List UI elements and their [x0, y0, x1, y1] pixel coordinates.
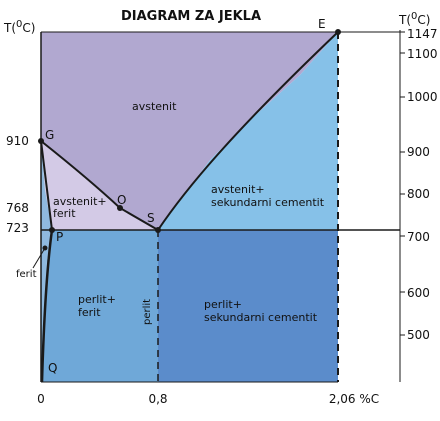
right-axis-label: T(0C): [398, 11, 430, 27]
label-Q: Q: [48, 361, 57, 375]
point-P-marker: [49, 227, 55, 233]
point-S-marker: [155, 227, 161, 233]
bottom-tick-0: 0: [37, 392, 45, 406]
region-austenite: [41, 32, 338, 230]
region-label-austenite-cementite-2: sekundarni cementit: [211, 196, 325, 209]
region-austenite-cementite: [158, 32, 338, 230]
left-tick-910: 910: [6, 134, 29, 148]
region-pearlite-cementite: [158, 230, 338, 382]
right-tick-1100: 1100: [407, 47, 438, 61]
region-label-pearlite-cementite-1: perlit+: [204, 298, 242, 311]
point-E-marker: [335, 29, 341, 35]
region-label-pearlite-cementite-2: sekundarni cementit: [204, 311, 318, 324]
ferrite-pointer: [32, 247, 46, 269]
left-tick-768: 768: [6, 201, 29, 215]
left-axis-label: T(0C): [3, 19, 35, 35]
right-tick-800: 800: [407, 187, 430, 201]
bottom-tick-0-8: 0,8: [148, 392, 167, 406]
right-tick-700: 700: [407, 230, 430, 244]
region-label-pearlite-ferrite-1: perlit+: [78, 293, 116, 306]
line-SE: [157, 31, 339, 231]
right-tick-900: 900: [407, 145, 430, 159]
region-austenite-ferrite: [41, 141, 158, 230]
right-tick-1147: 1147: [407, 27, 438, 41]
label-E: E: [318, 17, 326, 31]
region-label-austenite-cementite-1: avstenit+: [211, 183, 265, 196]
region-label-austenite: avstenit: [132, 100, 177, 113]
line-PQ: [40, 229, 54, 383]
line-GP: [40, 140, 53, 231]
label-O: O: [117, 193, 126, 207]
label-S: S: [147, 211, 155, 225]
right-tick-600: 600: [407, 286, 430, 300]
region-label-austenite-ferrite-2: ferit: [53, 207, 76, 220]
region-label-ferrite: ferit: [16, 269, 37, 280]
region-label-pearlite: perlit: [142, 299, 153, 325]
region-pearlite-ferrite: [42, 230, 158, 382]
label-G: G: [45, 128, 54, 142]
point-O-marker: [117, 205, 123, 211]
right-tick-1000: 1000: [407, 90, 438, 104]
label-P: P: [56, 230, 63, 244]
region-label-pearlite-ferrite-2: ferit: [78, 306, 101, 319]
diagram-title: DIAGRAM ZA JEKLA: [121, 9, 261, 24]
region-label-austenite-ferrite-1: avstenit+: [53, 195, 107, 208]
bottom-tick-2-06: 2,06 %C: [329, 392, 379, 406]
point-ferrite-marker: [42, 245, 48, 251]
point-G-marker: [38, 138, 44, 144]
right-tick-500: 500: [407, 328, 430, 342]
left-tick-723: 723: [6, 221, 29, 235]
